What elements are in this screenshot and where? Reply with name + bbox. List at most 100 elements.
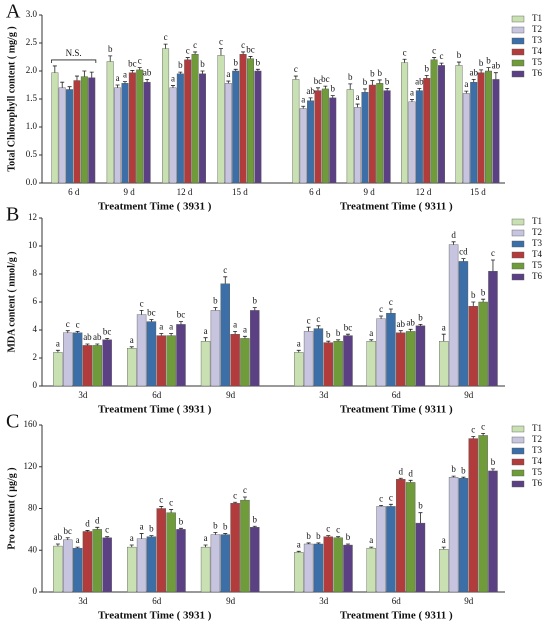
significance-letter: bc (314, 76, 323, 86)
y-tick-label: 8 (33, 268, 38, 278)
legend-swatch (511, 425, 525, 433)
bar (66, 89, 74, 184)
y-tick-label: 40 (28, 544, 38, 554)
significance-letter: b (377, 68, 382, 78)
error-bar (82, 70, 87, 77)
group-label: Treatment Time ( 3931 ) (98, 201, 212, 213)
x-tick-label: 12 d (416, 187, 432, 197)
bar (72, 547, 83, 593)
error-bar (139, 310, 144, 315)
significance-letter: bc (344, 322, 353, 332)
bar (121, 83, 129, 184)
y-tick-label: 1.5 (26, 93, 38, 103)
legend-swatch (511, 70, 525, 78)
bar (166, 512, 176, 593)
error-bar (203, 544, 208, 548)
bar (220, 534, 230, 593)
error-bar (252, 307, 257, 311)
significance-letter: b (461, 465, 466, 475)
significance-letter: c (186, 46, 190, 56)
panel-label: C (6, 411, 19, 433)
error-bar (306, 326, 311, 332)
error-bar (490, 468, 495, 471)
significance-letter: a (243, 324, 247, 334)
bar (254, 70, 262, 184)
error-bar (95, 526, 100, 530)
bar (184, 59, 192, 184)
error-bar (308, 97, 313, 101)
x-tick-label: 9d (464, 390, 474, 400)
legend-label: T3 (532, 445, 542, 455)
error-bar (159, 333, 164, 336)
legend-swatch (511, 436, 525, 444)
significance-letter: c (233, 490, 237, 500)
significance-letter: a (123, 70, 127, 80)
significance-letter: bc (103, 326, 112, 336)
bar (127, 348, 137, 387)
error-bar (315, 87, 320, 91)
error-bar (137, 67, 142, 70)
bar (128, 72, 136, 184)
error-bar (402, 58, 407, 63)
bar (458, 478, 469, 593)
bar (478, 301, 488, 387)
significance-letter: ab (406, 317, 415, 327)
bar (376, 83, 384, 184)
significance-letter: c (336, 525, 340, 535)
x-tick-label: 6d (152, 390, 162, 400)
bar (250, 527, 260, 593)
significance-letter: c (439, 51, 443, 61)
significance-letter: b (385, 76, 390, 86)
significance-letter: bc (321, 74, 330, 84)
significance-letter: b (491, 457, 496, 467)
bar (156, 508, 166, 593)
group-label: Treatment Time ( 9311 ) (340, 610, 453, 622)
x-tick-label: 9d (226, 390, 236, 400)
bar (146, 536, 157, 593)
error-bar (461, 258, 466, 262)
error-bar (471, 436, 476, 439)
error-bar (203, 337, 208, 342)
error-bar (493, 72, 498, 80)
error-bar (178, 71, 183, 74)
significance-letter: ab (83, 332, 92, 342)
error-bar (441, 546, 446, 550)
bar (329, 97, 337, 184)
significance-letter: b (471, 290, 476, 300)
bar (303, 331, 314, 387)
legend-swatch (511, 458, 525, 466)
bar (468, 438, 478, 593)
error-bar (115, 84, 120, 88)
error-bar (424, 75, 429, 79)
bar (323, 536, 333, 593)
bar (127, 546, 137, 593)
bar (448, 476, 459, 593)
bar (438, 65, 445, 184)
significance-letter: b (370, 69, 375, 79)
error-bar (377, 79, 382, 84)
bar (396, 332, 406, 387)
bar (307, 100, 315, 184)
error-bar (330, 95, 335, 98)
error-bar (441, 333, 446, 342)
error-bar (479, 69, 484, 73)
significance-letter: c (491, 248, 495, 258)
bar (166, 335, 176, 387)
significance-letter: a (130, 335, 134, 345)
error-bar (65, 537, 70, 540)
significance-letter: b (418, 312, 423, 322)
bar (333, 537, 343, 593)
legend-swatch (511, 240, 525, 248)
error-bar (362, 88, 367, 93)
error-bar (85, 343, 90, 346)
bar (415, 522, 426, 593)
error-bar (242, 496, 247, 501)
legend-label: T3 (532, 238, 542, 248)
significance-letter: c (138, 56, 142, 66)
bar (102, 537, 112, 593)
bar (176, 73, 184, 184)
legend-swatch (511, 37, 525, 45)
significance-letter: c (403, 47, 407, 57)
bar (492, 79, 500, 184)
significance-letter: c (193, 40, 197, 50)
